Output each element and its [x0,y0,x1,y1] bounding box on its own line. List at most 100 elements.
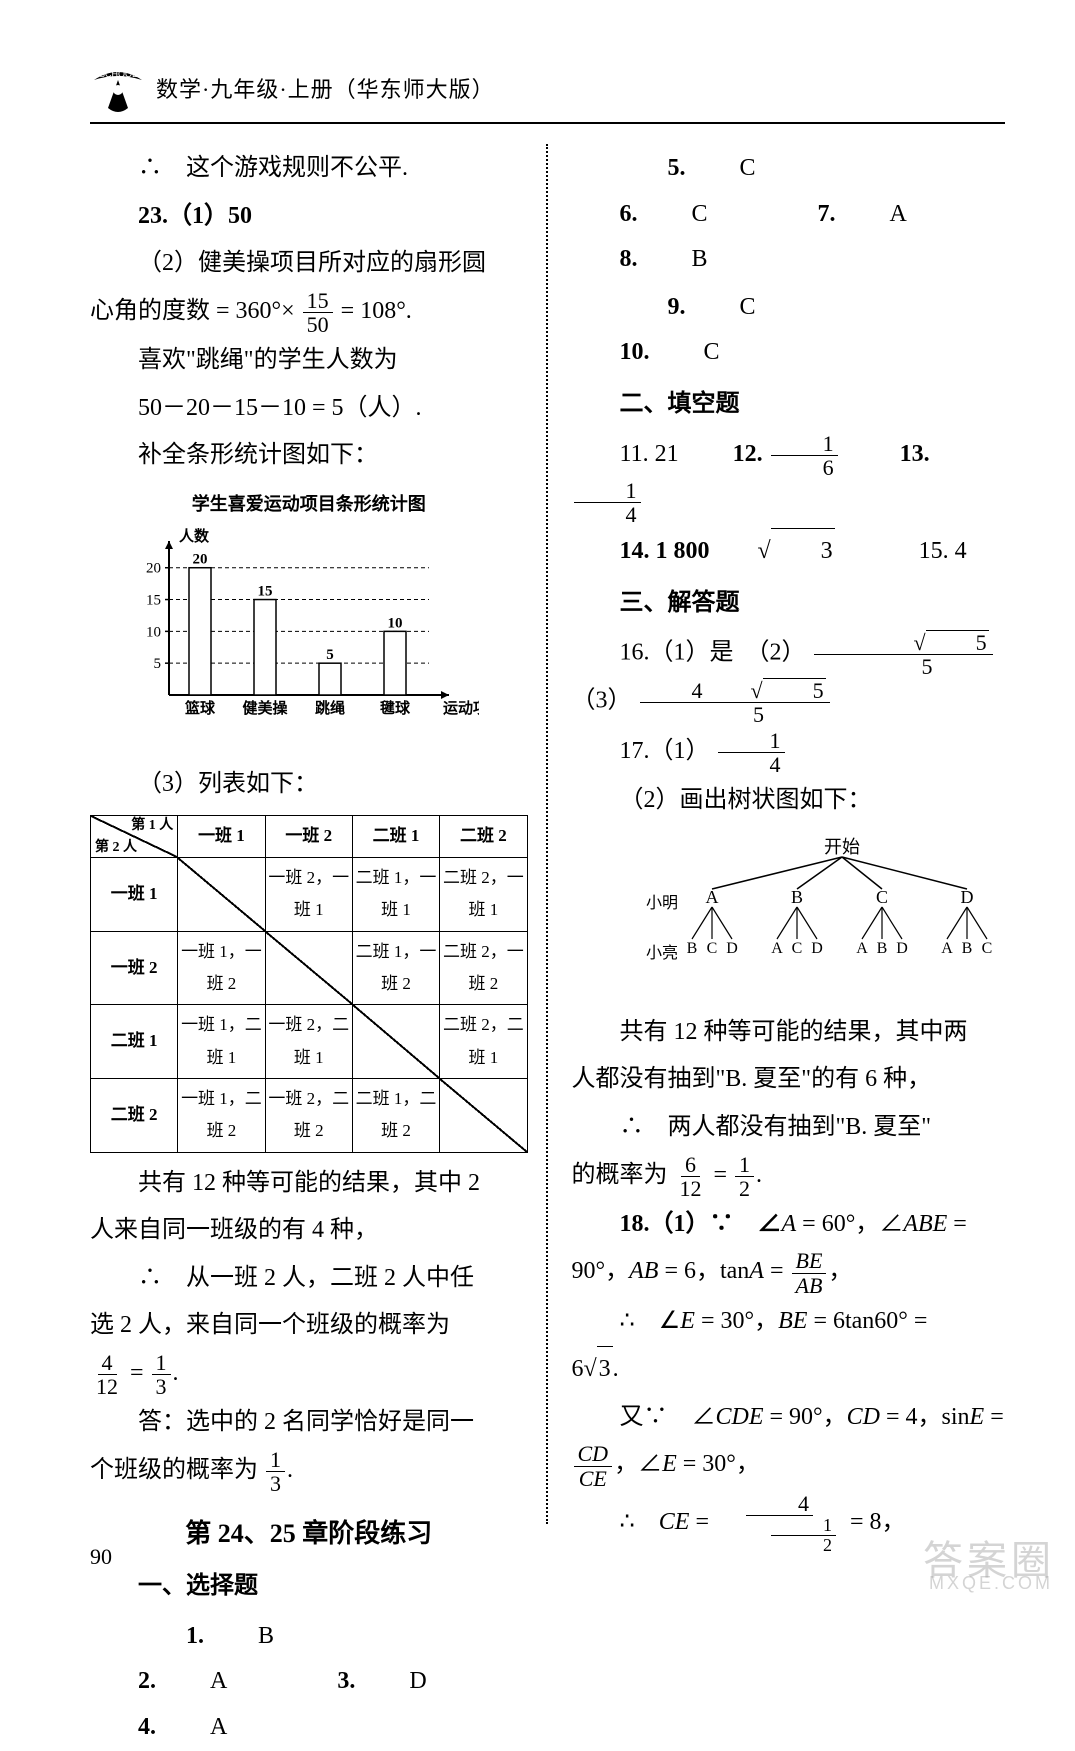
text: （2）健美操项目所对应的扇形圆 [90,241,528,287]
probability-table: 第 1 人 第 2 人 一班 1 一班 2 二班 1 二班 2 一班 1 一班 … [90,815,528,1152]
text: = 108°. [341,298,412,324]
svg-text:D: D [811,940,823,957]
frac-num: 15 [303,289,333,313]
frac-num: 1 [266,1448,285,1472]
answer: 4. A [90,1705,255,1751]
answer: 8. B [572,237,736,283]
cell: 一班 1，二班 1 [178,1005,265,1079]
text: = 6，tan [658,1259,749,1285]
cell-diag [440,1078,527,1152]
text: ∴ ∠ [620,1308,681,1334]
cell: 二班 2，一班 2 [440,931,527,1005]
bar-chart: 学生喜爱运动项目条形统计图 人数510152020篮球15健美操5跳绳10毽球运… [119,487,499,752]
svg-text:开始: 开始 [824,837,860,857]
fraction: 1 3 [152,1351,171,1398]
text: = [689,1509,715,1535]
var: A [749,1259,764,1285]
q18-1: 18.（1）∵ ∠A = 60°，∠ABE = [572,1202,1006,1248]
frac-den: 3 [152,1375,171,1398]
svg-text:B: B [876,940,887,957]
text: = 90°， [764,1404,847,1430]
svg-text:5: 5 [153,656,161,672]
fraction: 1 4 [574,479,641,526]
text: 个班级的概率为 [90,1457,258,1483]
var: A [782,1211,797,1237]
equation: 4 12 = 1 3 . [90,1351,528,1398]
frac-den: CE [575,1467,611,1490]
frac-den: 5 [701,703,768,726]
svg-text:D: D [896,940,908,957]
text: （3）列表如下： [90,762,528,808]
page-header: SCHOOL 数学·九年级·上册（华东师大版） [90,60,1005,124]
left-column: ∴ 这个游戏规则不公平. 23.（1）50 （2）健美操项目所对应的扇形圆 心角… [90,144,546,1524]
cell: 一班 1，一班 2 [178,931,265,1005]
fraction: 45 5 [640,678,830,726]
svg-text:小亮: 小亮 [645,944,677,962]
fill-answers: 14. 1 8003 15. 4 [572,528,1006,575]
svg-text:人数: 人数 [179,527,210,545]
frac-num: 5 [814,630,993,655]
svg-text:A: A [771,940,783,957]
school-logo-icon: SCHOOL [90,60,146,116]
expr: 63 [572,1356,613,1382]
var: ABE [903,1211,947,1237]
answer: 9. C [620,285,784,331]
frac-den: 4 [574,503,641,526]
svg-text:10: 10 [387,615,402,631]
text: 又∵ ∠ [620,1404,716,1430]
cell: 二班 2，二班 1 [440,1005,527,1079]
section-title: 第 24、25 章阶段练习 [90,1509,528,1558]
answer: 12. 1 6 [733,441,846,467]
text: 90°，AB = 6，tanA = BE AB ， [572,1249,1006,1296]
cell: 二班 2，一班 1 [440,858,527,932]
frac-num: 1 [771,1516,836,1536]
text: 90°， [572,1259,630,1285]
answer: 2. A [90,1659,255,1705]
text: ∴ 两人都没有抽到"B. 夏至" [572,1105,1006,1151]
text: = 8， [850,1509,906,1535]
frac-num: BE [792,1249,827,1273]
text: 答：选中的 2 名同学恰好是同一 [90,1400,528,1446]
svg-text:5: 5 [326,647,334,663]
text: 共有 12 种等可能的结果，其中 2 [90,1161,528,1207]
diag-top: 第 1 人 [131,818,173,833]
var: E [680,1308,695,1334]
cell: 一班 2，二班 1 [265,1005,352,1079]
frac-den: 1 2 [717,1516,842,1555]
var: AB [629,1259,658,1285]
mc-answers: 5. C 6. C 7. A 8. B [572,146,1006,283]
svg-text:D: D [960,887,973,907]
text: 补全条形统计图如下： [90,433,528,479]
text: ∴ 这个游戏规则不公平. [90,146,528,192]
text: 又∵ ∠CDE = 90°，CD = 4，sinE = [572,1395,1006,1441]
svg-text:15: 15 [257,583,272,599]
text: 心角的度数 = 360°× 15 50 = 108°. [90,289,528,336]
svg-text:20: 20 [192,552,207,568]
mc-answers: 9. C 10. C [572,285,1006,376]
svg-text:C: C [706,940,717,957]
answer: 1. B [138,1614,302,1660]
svg-text:毽球: 毽球 [379,699,411,717]
header-title: 数学·九年级·上册（华东师大版） [156,72,495,104]
svg-text:D: D [726,940,738,957]
subsection-title: 二、填空题 [572,382,1006,428]
frac-num: 1 [771,432,838,456]
svg-text:A: A [705,887,718,907]
fill-answers: 11. 21 12. 1 6 13. 1 4 [572,432,1006,526]
text: 63. [572,1346,1006,1393]
frac-den: 12 [676,1177,706,1200]
col-header: 二班 1 [352,816,439,858]
col-header: 二班 2 [440,816,527,858]
text: 心角的度数 = 360°× [90,298,295,324]
svg-text:小明: 小明 [645,894,677,912]
frac-num: 6 [681,1153,700,1177]
text: ∴ ∠E = 30°，BE = 6tan60° = [572,1299,1006,1345]
text: 16.（1）是 （2） [620,640,806,666]
var: CD [847,1404,880,1430]
frac-num: 1 [574,479,641,503]
text: 的概率为 [572,1162,668,1188]
svg-text:A: A [941,940,953,957]
text: ∴ 从一班 2 人，二班 2 人中任 [90,1256,528,1302]
frac-num: 1 [718,729,785,753]
var: CE [659,1509,690,1535]
